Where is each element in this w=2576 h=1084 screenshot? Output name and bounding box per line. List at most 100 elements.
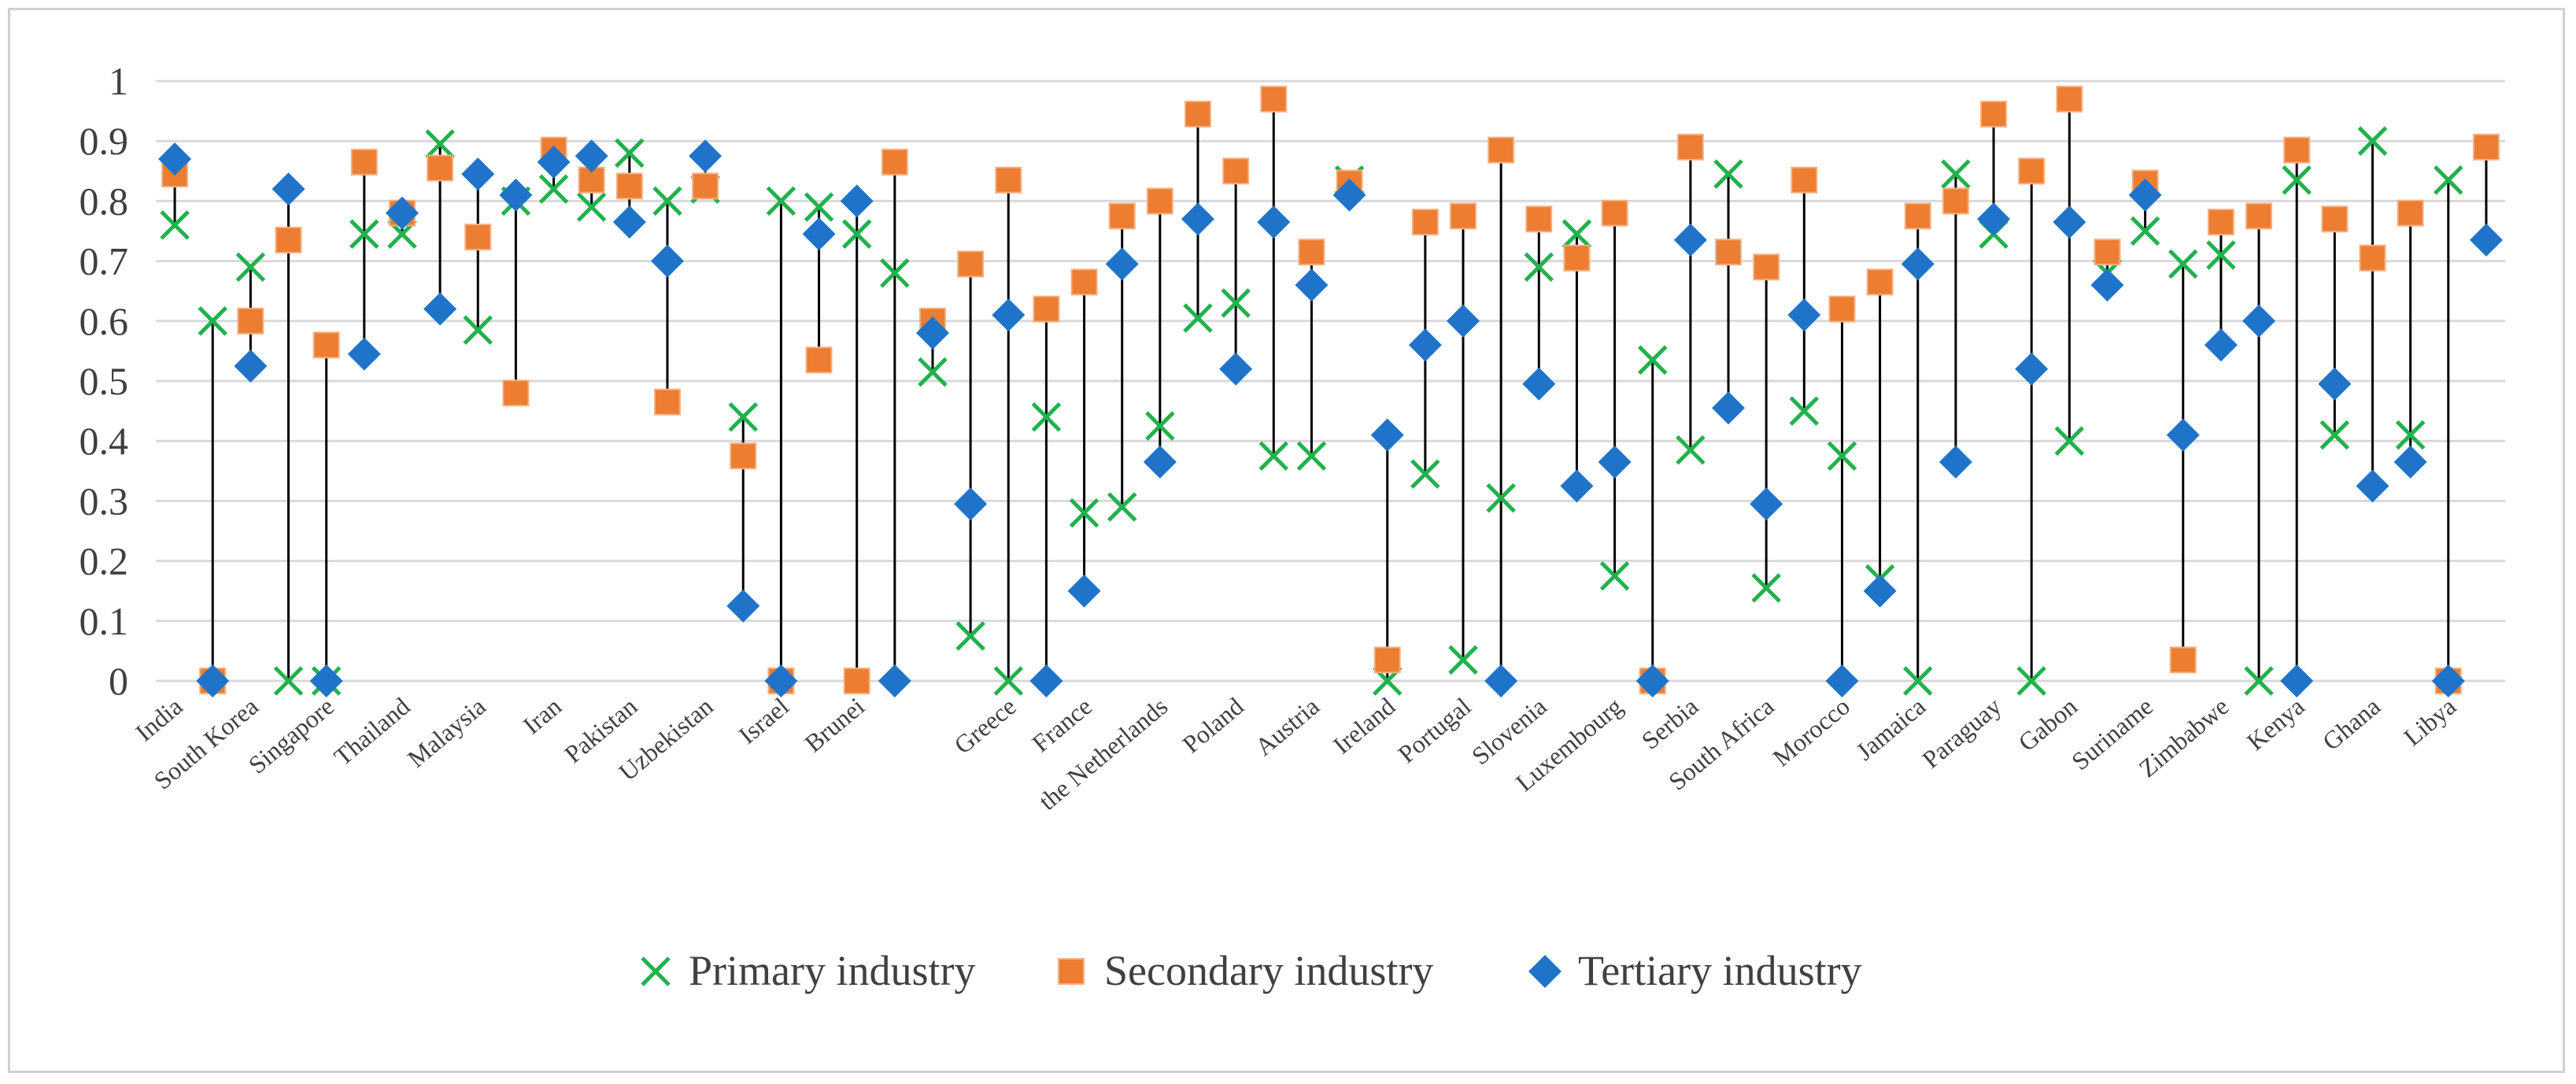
data-point — [1787, 298, 1821, 332]
data-point — [2472, 133, 2500, 161]
data-point — [1750, 487, 1783, 521]
data-point — [726, 589, 760, 623]
data-point — [615, 138, 645, 168]
data-point — [1221, 288, 1251, 318]
high-low-lines — [173, 98, 2488, 681]
x-tick-label: Iran — [517, 692, 567, 740]
data-point — [2280, 664, 2314, 697]
series-2 — [161, 85, 2500, 694]
data-point — [2015, 352, 2049, 386]
data-point — [692, 172, 719, 200]
data-point — [463, 315, 493, 345]
data-point — [915, 316, 949, 350]
data-point — [1713, 159, 1743, 189]
data-point — [2168, 249, 2198, 279]
data-point — [2090, 268, 2124, 302]
data-point — [1146, 187, 1173, 215]
data-point — [2469, 223, 2503, 257]
legend: Primary industry Secondary industry Tertia… — [641, 947, 1862, 994]
data-point — [1373, 646, 1401, 674]
y-tick-label: 0.2 — [79, 539, 129, 583]
y-tick-label: 0.5 — [79, 359, 129, 403]
data-point — [1598, 445, 1632, 479]
data-point — [1370, 418, 1404, 452]
y-tick-label: 0.6 — [79, 299, 129, 343]
data-point — [234, 349, 268, 383]
x-tick-label: Singapore — [243, 692, 340, 779]
data-point — [1296, 441, 1327, 472]
data-point — [728, 401, 759, 432]
y-tick-label: 0.1 — [79, 599, 129, 643]
data-point — [272, 172, 305, 206]
x-tick-label: Serbia — [1636, 692, 1704, 755]
data-point — [158, 142, 192, 176]
data-point — [992, 298, 1026, 332]
data-point — [1222, 157, 1250, 185]
data-point — [1977, 202, 2011, 236]
x-tick-label: France — [1026, 692, 1097, 758]
y-tick-label: 0.4 — [79, 419, 129, 463]
data-point — [954, 487, 988, 521]
x-tick-label: Portugal — [1392, 692, 1476, 768]
data-point — [1560, 469, 1594, 503]
data-point — [2016, 666, 2046, 696]
data-point — [1181, 202, 1214, 236]
data-point — [2130, 216, 2160, 246]
data-point — [1563, 244, 1591, 272]
data-point — [1561, 219, 1592, 250]
data-point — [1676, 133, 1704, 161]
data-point — [1866, 268, 1894, 296]
data-point — [196, 664, 230, 697]
data-point — [1635, 664, 1669, 697]
data-point — [1260, 85, 1288, 113]
data-point — [615, 172, 643, 200]
data-point — [1789, 396, 1820, 426]
x-tick-label: Poland — [1177, 692, 1248, 759]
data-point — [1902, 666, 1933, 696]
x-tick-label: the Netherlands — [1033, 692, 1173, 816]
data-point — [537, 145, 571, 179]
data-point — [1942, 187, 1969, 215]
data-point — [1448, 645, 1478, 675]
data-point — [881, 148, 908, 176]
data-point — [2207, 209, 2234, 236]
data-point — [1108, 202, 1136, 230]
data-point — [464, 224, 492, 251]
data-point — [1827, 441, 1857, 472]
data-point — [538, 174, 569, 204]
data-point — [2359, 244, 2386, 272]
data-point — [349, 219, 379, 250]
y-axis-ticks: 0 0.1 0.2 0.3 0.4 0.5 0.6 0.7 0.8 0.9 1 — [79, 59, 129, 703]
data-point — [2056, 85, 2083, 113]
data-point — [1980, 100, 2008, 128]
data-point — [2018, 157, 2046, 185]
series-markers — [158, 85, 2503, 697]
data-point — [1825, 664, 1859, 697]
data-point — [1901, 247, 1935, 281]
data-point — [1107, 492, 1137, 522]
data-point — [1219, 352, 1253, 386]
data-point — [275, 226, 302, 253]
data-point — [650, 244, 684, 278]
data-point — [993, 666, 1024, 696]
series-3 — [158, 139, 2503, 697]
y-tick-label: 0.9 — [79, 119, 129, 163]
data-point — [1599, 560, 1630, 591]
data-point — [957, 250, 985, 278]
data-point — [995, 166, 1022, 194]
data-point — [2166, 418, 2200, 452]
data-point — [2245, 202, 2273, 230]
data-point — [840, 184, 874, 218]
data-point — [1522, 367, 1556, 401]
data-point — [575, 139, 608, 173]
legend-label: Primary industry — [689, 947, 975, 994]
data-point — [385, 196, 419, 230]
legend-marker — [641, 956, 671, 986]
x-tick-label: Ghana — [2317, 692, 2386, 756]
x-tick-label: Libya — [2398, 692, 2461, 752]
data-point — [1033, 295, 1060, 323]
data-point — [237, 307, 264, 335]
data-point — [2395, 420, 2426, 450]
data-point — [499, 178, 533, 212]
